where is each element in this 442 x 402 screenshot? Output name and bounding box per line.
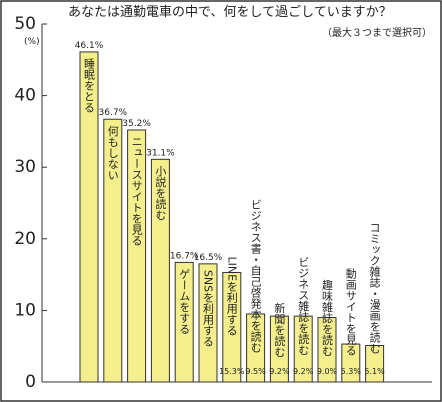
value-label: 9.2% — [269, 367, 290, 376]
y-tick-label: 0 — [25, 372, 36, 392]
value-label: 9.0% — [317, 367, 338, 376]
bar — [222, 271, 242, 383]
value-label: 5.1% — [364, 367, 385, 376]
bar-label: 新聞を読む — [273, 301, 286, 357]
bar — [246, 313, 266, 383]
bar-label: 何もしない — [106, 125, 119, 180]
bar-label: LINEを利用する — [225, 257, 238, 337]
y-tick-label: 10 — [14, 300, 36, 320]
value-label: 46.1% — [75, 41, 104, 51]
bar — [174, 261, 194, 383]
bar — [79, 51, 99, 383]
y-tick-label: 40 — [14, 86, 36, 106]
y-tick-label: 50 — [14, 14, 36, 34]
value-label: 35.2% — [122, 119, 151, 129]
value-label: 5.3% — [341, 367, 362, 376]
bar-label: ニュースサイトを見る — [130, 136, 143, 246]
bar — [341, 343, 361, 383]
bar-label: SNSを利用する — [202, 270, 215, 347]
y-tick-label: 20 — [14, 229, 36, 249]
value-label: 9.2% — [293, 367, 314, 376]
bar-label: ビジネス雑誌を読む — [297, 256, 310, 355]
bar — [365, 344, 385, 383]
bar-label: ビジネス書・自己啓発本を読む — [249, 199, 262, 353]
bar-label: 動画サイトを見る — [344, 267, 357, 356]
bar — [103, 118, 123, 383]
bar — [150, 158, 170, 383]
bar — [293, 315, 313, 383]
bar — [198, 263, 218, 383]
y-unit: (%) — [24, 37, 40, 47]
value-label: 36.7% — [99, 108, 128, 118]
value-label: 16.7% — [170, 251, 199, 261]
y-tick-label: 30 — [14, 157, 36, 177]
bar-label: 睡眠をとる — [83, 58, 96, 113]
bar-label: ゲームをする — [178, 268, 191, 334]
chart-subtitle: （最大３つまで選択可） — [322, 26, 432, 39]
bar-label: 小説を読む — [154, 165, 167, 220]
value-label: 9.5% — [245, 367, 266, 376]
bar — [127, 129, 147, 383]
bar-label: 趣味雑誌を読む — [321, 278, 334, 356]
value-label: 16.5% — [194, 253, 223, 263]
chart-title: あなたは通勤電車の中で、何をして過ごしていますか？ — [68, 4, 392, 20]
bar — [317, 317, 337, 383]
value-label: 31.1% — [146, 148, 175, 158]
bar — [269, 315, 289, 383]
value-label: 15.3% — [219, 367, 245, 376]
bar-label: コミック雑誌・漫画を読む — [368, 222, 381, 354]
